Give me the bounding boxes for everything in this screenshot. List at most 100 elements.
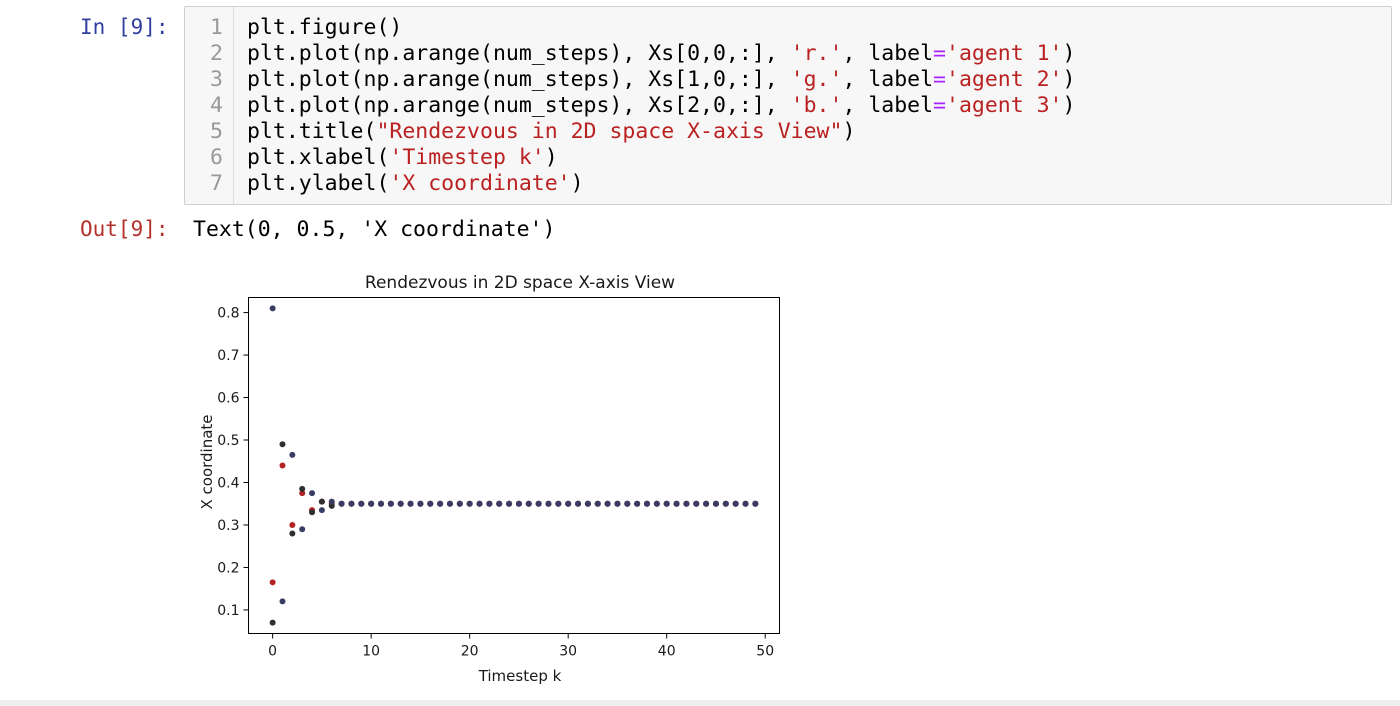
data-point <box>614 500 621 507</box>
data-point <box>279 598 286 605</box>
data-point <box>299 490 306 497</box>
y-tick-label: 0.8 <box>217 306 239 322</box>
data-point <box>496 500 503 507</box>
code-token: 'X coordinate' <box>389 171 571 196</box>
y-tick-label: 0.6 <box>217 391 239 407</box>
data-point <box>269 305 276 312</box>
data-point <box>358 500 365 507</box>
data-point <box>604 500 611 507</box>
code-token: = <box>933 93 946 118</box>
data-point <box>387 500 394 507</box>
code-token: , label <box>842 67 934 92</box>
data-point <box>506 500 513 507</box>
code-token: 'b.' <box>790 93 843 118</box>
code-token: ) <box>1062 41 1076 66</box>
code-token: , label <box>842 93 934 118</box>
data-point <box>466 500 473 507</box>
y-axis-label: X coordinate <box>198 414 216 509</box>
data-point <box>575 500 582 507</box>
code-text: plt.plot(np.arange(num_steps), Xs[2,0,:]… <box>247 93 1075 119</box>
data-point <box>673 500 680 507</box>
data-point <box>269 579 276 586</box>
line-number-gutter <box>185 7 234 204</box>
line-number: 2 <box>210 41 223 66</box>
x-tick-label: 50 <box>756 644 774 660</box>
data-point <box>309 490 316 497</box>
data-point <box>318 507 325 514</box>
data-point <box>328 502 335 509</box>
data-point <box>299 485 306 492</box>
data-point <box>515 500 522 507</box>
data-point <box>427 500 434 507</box>
data-point <box>584 500 591 507</box>
data-point <box>634 500 641 507</box>
data-point <box>693 500 700 507</box>
data-point <box>289 521 296 528</box>
data-point <box>279 441 286 448</box>
data-point <box>407 500 414 507</box>
code-token: 'r.' <box>790 41 843 66</box>
data-point <box>653 500 660 507</box>
data-point <box>594 500 601 507</box>
line-number: 5 <box>210 119 223 144</box>
data-point <box>486 500 493 507</box>
page-bottom-bar <box>0 700 1400 706</box>
data-point <box>368 500 375 507</box>
chart-title: Rendezvous in 2D space X-axis View <box>365 273 675 293</box>
data-point <box>703 500 710 507</box>
data-point <box>624 500 631 507</box>
data-point <box>417 500 424 507</box>
line-number: 1 <box>210 15 223 40</box>
output-prompt: Out[9]: <box>80 217 169 241</box>
y-tick-label: 0.4 <box>217 475 239 491</box>
x-tick-label: 30 <box>559 644 577 660</box>
y-tick-label: 0.2 <box>217 560 239 576</box>
data-point <box>397 500 404 507</box>
code-token: 'Timestep k' <box>389 145 545 170</box>
data-point <box>289 451 296 458</box>
code-token: ) <box>1062 93 1076 118</box>
data-point <box>456 500 463 507</box>
data-point <box>555 500 562 507</box>
x-tick-label: 20 <box>461 644 479 660</box>
code-token: ) <box>544 145 558 170</box>
code-token: plt.title( <box>247 119 377 144</box>
data-point <box>446 500 453 507</box>
code-text: plt.ylabel('X coordinate') <box>247 171 584 197</box>
data-point <box>545 500 552 507</box>
data-point <box>318 498 325 505</box>
code-text: plt.title("Rendezvous in 2D space X-axis… <box>247 119 855 145</box>
y-tick-label: 0.7 <box>217 348 239 364</box>
code-token: plt.plot(np.arange(num_steps), Xs[1,0,:]… <box>247 67 791 92</box>
x-tick-label: 0 <box>268 644 277 660</box>
code-token: plt.figure() <box>247 15 403 40</box>
x-tick-label: 10 <box>362 644 380 660</box>
data-point <box>299 526 306 533</box>
data-point <box>643 500 650 507</box>
data-point <box>269 619 276 626</box>
data-point <box>752 500 759 507</box>
line-number: 3 <box>210 67 223 92</box>
code-token: plt.ylabel( <box>247 171 390 196</box>
code-token: plt.xlabel( <box>247 145 390 170</box>
code-token: "Rendezvous in 2D space X-axis View" <box>376 119 843 144</box>
data-point <box>722 500 729 507</box>
scatter-chart: Rendezvous in 2D space X-axis View Times… <box>198 273 780 685</box>
line-number: 4 <box>210 93 223 118</box>
code-token: 'agent 3' <box>946 93 1063 118</box>
x-axis-label: Timestep k <box>478 667 562 685</box>
data-point <box>328 498 335 505</box>
code-cell[interactable]: 1 plt.figure() 2 plt.plot(np.arange(num_ste… <box>184 6 1392 205</box>
y-tick-label: 0.5 <box>217 433 239 449</box>
data-point <box>338 500 345 507</box>
code-token: 'agent 1' <box>946 41 1063 66</box>
data-point <box>378 500 385 507</box>
y-tick-label: 0.1 <box>217 603 239 619</box>
line-number: 6 <box>210 145 223 170</box>
data-point <box>683 500 690 507</box>
data-point <box>663 500 670 507</box>
input-prompt: In [9]: <box>80 15 169 39</box>
data-point <box>565 500 572 507</box>
data-point <box>732 500 739 507</box>
code-token: ) <box>1062 67 1076 92</box>
